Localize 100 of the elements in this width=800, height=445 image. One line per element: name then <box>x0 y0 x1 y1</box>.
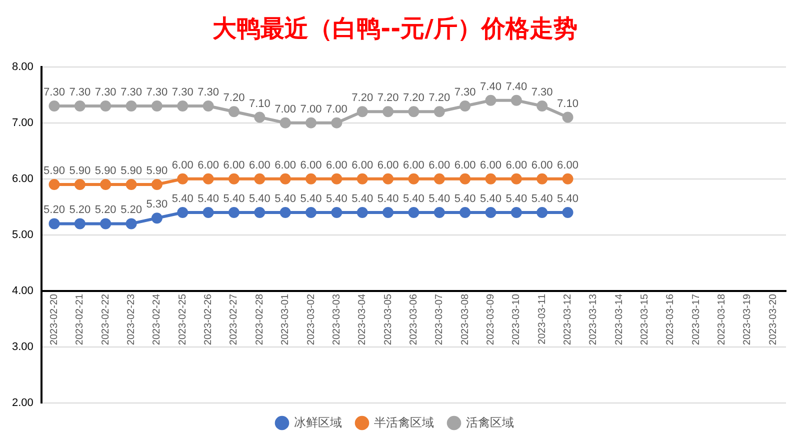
x-tick-label: 2023-03-09 <box>485 294 496 346</box>
data-label: 5.40 <box>326 193 348 206</box>
data-label: 5.40 <box>352 193 374 206</box>
data-label: 7.30 <box>454 86 476 99</box>
point <box>151 212 162 224</box>
point <box>331 173 342 184</box>
point <box>126 178 137 190</box>
point <box>562 112 574 123</box>
data-label: 7.30 <box>69 86 91 99</box>
data-label: 5.20 <box>120 204 142 216</box>
data-label: 5.90 <box>69 165 91 177</box>
y-tick-label: 2.00 <box>12 397 34 410</box>
data-label: 7.20 <box>223 92 245 104</box>
data-label: 7.30 <box>146 86 168 99</box>
x-tick-label: 2023-03-11 <box>536 294 548 344</box>
data-label: 6.00 <box>198 159 220 172</box>
point <box>306 173 317 184</box>
data-label: 5.40 <box>454 193 476 206</box>
x-tick-label: 2023-03-10 <box>511 294 522 346</box>
data-label: 6.00 <box>248 159 270 172</box>
x-tick-label: 2023-02-23 <box>126 294 138 346</box>
y-tick-label: 3.00 <box>12 341 34 353</box>
x-tick-label: 2023-02-21 <box>74 294 86 346</box>
data-label: 6.00 <box>223 159 245 172</box>
point <box>356 173 368 184</box>
x-tick-label: 2023-03-12 <box>562 294 574 346</box>
data-label: 6.00 <box>274 159 296 172</box>
x-tick-label: 2023-02-26 <box>203 294 214 346</box>
data-label: 6.00 <box>377 159 399 172</box>
point <box>485 173 496 184</box>
data-label: 7.30 <box>531 86 553 99</box>
x-tick-label: 2023-03-01 <box>280 294 292 346</box>
legend-label: 半活禽区域 <box>374 415 434 430</box>
point <box>306 117 317 128</box>
point <box>228 173 240 184</box>
point <box>306 206 317 218</box>
point <box>434 206 445 218</box>
data-label: 5.90 <box>94 165 116 177</box>
point <box>382 106 394 118</box>
point <box>177 100 188 112</box>
point <box>536 173 548 184</box>
point <box>280 206 291 218</box>
data-label: 6.00 <box>428 159 450 172</box>
data-label: 5.40 <box>274 193 296 206</box>
y-tick-label: 4.00 <box>12 284 34 297</box>
point <box>254 206 266 218</box>
point <box>408 173 420 184</box>
point <box>74 100 86 112</box>
data-label: 5.40 <box>300 193 322 206</box>
data-label: 6.00 <box>506 159 528 172</box>
point <box>460 206 471 218</box>
point <box>331 206 342 218</box>
point <box>151 100 162 112</box>
point <box>100 100 112 112</box>
x-tick-label: 2023-03-14 <box>614 294 625 346</box>
data-label: 5.40 <box>172 193 194 206</box>
point <box>434 173 445 184</box>
point <box>228 206 240 218</box>
data-label: 5.40 <box>480 193 502 206</box>
data-label: 6.00 <box>326 159 348 172</box>
data-label: 6.00 <box>480 159 502 172</box>
data-label: 7.20 <box>428 92 450 104</box>
y-tick-label: 7.00 <box>12 116 34 129</box>
point <box>126 218 137 230</box>
point <box>280 117 291 128</box>
data-label: 6.00 <box>352 159 374 172</box>
point <box>228 106 240 118</box>
point <box>408 206 420 218</box>
point <box>254 173 266 184</box>
x-tick-label: 2023-02-24 <box>152 294 163 346</box>
data-label: 5.40 <box>402 193 424 206</box>
data-label: 5.90 <box>44 165 65 177</box>
point <box>202 206 214 218</box>
data-label: 7.30 <box>94 86 116 99</box>
point <box>74 218 86 230</box>
data-label: 6.00 <box>300 159 322 172</box>
data-label: 7.00 <box>274 103 296 116</box>
point <box>126 100 137 112</box>
data-label: 7.30 <box>198 86 220 99</box>
data-label: 6.00 <box>557 159 578 172</box>
point <box>356 106 368 118</box>
data-label: 5.40 <box>377 193 399 206</box>
x-tick-label: 2023-02-27 <box>228 294 240 346</box>
point <box>48 178 60 190</box>
point <box>408 106 420 118</box>
point <box>356 206 368 218</box>
x-tick-label: 2023-03-16 <box>665 294 676 346</box>
data-label: 7.20 <box>352 92 374 104</box>
point <box>510 94 522 106</box>
data-label: 6.00 <box>454 159 476 172</box>
data-label: 5.40 <box>506 193 528 206</box>
x-tick-label: 2023-02-20 <box>48 294 60 346</box>
point <box>280 173 291 184</box>
point <box>100 218 112 230</box>
point <box>202 173 214 184</box>
x-tick-label: 2023-03-04 <box>357 294 368 346</box>
data-label: 6.00 <box>402 159 424 172</box>
point <box>460 173 471 184</box>
x-tick-label: 2023-02-28 <box>254 294 266 346</box>
x-tick-label: 2023-03-20 <box>768 294 779 346</box>
